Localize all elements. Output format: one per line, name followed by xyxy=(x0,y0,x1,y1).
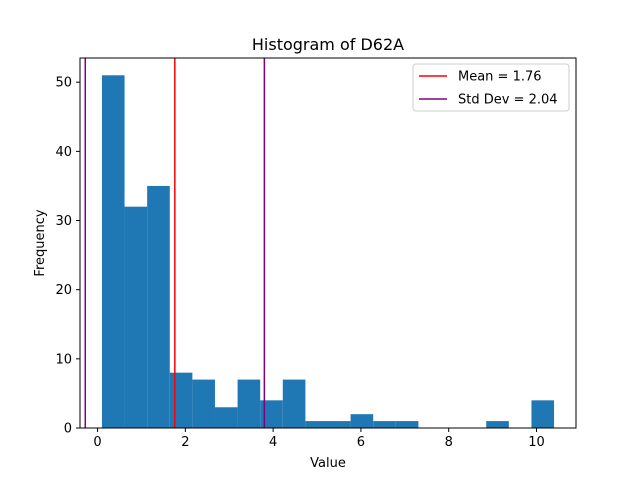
y-tick-label: 30 xyxy=(55,214,72,229)
y-tick-label: 40 xyxy=(55,145,72,160)
x-tick-label: 2 xyxy=(181,435,189,450)
histogram-bar xyxy=(147,185,170,428)
reference-lines-group xyxy=(84,58,266,428)
bars-group xyxy=(101,75,555,428)
histogram-bar xyxy=(282,379,306,428)
plot-frame xyxy=(79,57,577,429)
histogram-bar xyxy=(531,400,555,428)
histogram-bar xyxy=(305,421,328,428)
legend: Mean = 1.76 Std Dev = 2.04 xyxy=(412,63,570,112)
histogram-bar xyxy=(373,421,396,428)
y-tick-label: 20 xyxy=(55,283,72,298)
legend-label-std-dev: Std Dev = 2.04 xyxy=(458,93,558,108)
y-tick-label: 0 xyxy=(64,422,72,437)
chart-title: Histogram of D62A xyxy=(252,35,404,54)
histogram-bar xyxy=(101,75,125,428)
legend-label-mean: Mean = 1.76 xyxy=(458,70,542,85)
histogram-bar xyxy=(260,400,283,428)
histogram-bar xyxy=(192,379,215,428)
histogram-bar xyxy=(395,421,419,428)
histogram-bar xyxy=(350,414,374,428)
histogram-bar xyxy=(169,372,193,428)
x-tick-label: 6 xyxy=(357,435,365,450)
x-tick-label: 8 xyxy=(445,435,453,450)
histogram-bar xyxy=(214,407,238,428)
y-axis-ticks: 0 10 20 30 40 50 xyxy=(55,76,80,437)
histogram-bar xyxy=(237,379,261,428)
histogram-bar xyxy=(328,421,351,428)
x-tick-label: 4 xyxy=(269,435,277,450)
legend-box xyxy=(412,63,570,112)
x-axis-ticks: 0 2 4 6 8 10 xyxy=(93,428,545,450)
x-tick-label: 0 xyxy=(93,435,101,450)
y-axis-label: Frequency xyxy=(33,209,48,276)
x-tick-label: 10 xyxy=(528,435,545,450)
x-axis-label: Value xyxy=(310,456,346,471)
y-tick-label: 50 xyxy=(55,76,72,91)
histogram-bar xyxy=(124,206,148,428)
y-tick-label: 10 xyxy=(55,352,72,367)
histogram-bar xyxy=(486,421,509,428)
